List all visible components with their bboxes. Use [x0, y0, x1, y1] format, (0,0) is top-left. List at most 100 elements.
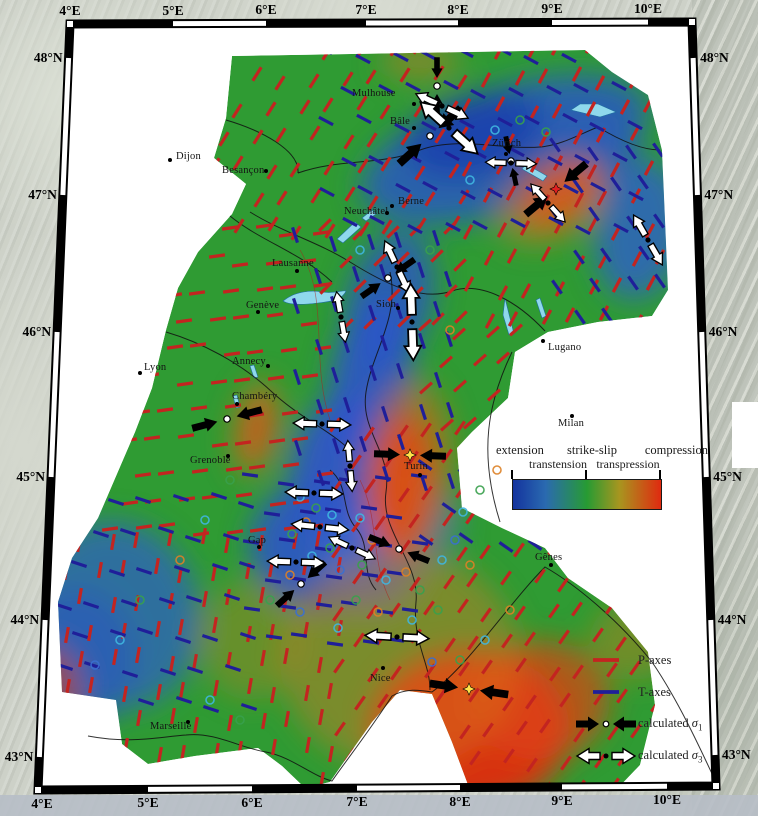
- sigma3-station: [401, 281, 423, 363]
- p-axis-dash: [282, 462, 300, 468]
- p-axis-dash: [334, 721, 346, 737]
- p-axis-dash: [516, 720, 528, 736]
- sigma3-station: [283, 484, 345, 502]
- sigma3-station: [290, 517, 350, 537]
- t-axis-dash: [589, 277, 601, 293]
- t-axis-dash: [369, 364, 377, 382]
- p-axis-dash: [339, 255, 353, 269]
- p-axis-dash: [482, 722, 494, 738]
- p-axis-dash: [222, 288, 240, 294]
- earthquake-marker: [285, 570, 295, 580]
- legend-label-extension: extension: [496, 443, 544, 457]
- p-axis-dash: [213, 679, 219, 697]
- p-axis-dash: [315, 530, 321, 548]
- frame-white-segment: [36, 619, 48, 758]
- p-axis-dash: [111, 596, 117, 614]
- p-axis-dash: [375, 567, 387, 583]
- p-axis-dash: [506, 248, 518, 264]
- p-axis-dash: [265, 260, 283, 266]
- p-axis-dash: [202, 590, 208, 608]
- tick-label-top: 8°E: [447, 1, 469, 17]
- p-axis-dash: [514, 605, 526, 621]
- t-axis-dash: [313, 479, 331, 485]
- earthquake-marker: [311, 503, 321, 513]
- t-axis-dash: [359, 435, 367, 453]
- p-axis-dash: [328, 745, 334, 763]
- station-dot: [319, 421, 325, 427]
- t-axis-dash: [394, 231, 402, 249]
- t-axis-dash: [653, 213, 665, 229]
- t-axis-dash: [612, 151, 628, 163]
- p-axis-dash: [64, 626, 70, 644]
- p-axis-dash: [588, 279, 600, 295]
- p-axis-dash: [352, 227, 366, 241]
- lake: [249, 364, 259, 379]
- city-label: Lyon: [144, 362, 167, 373]
- earthquake-marker: [225, 475, 235, 485]
- tick-label-top: 7°E: [355, 2, 377, 18]
- t-axis-dash: [360, 505, 378, 511]
- t-axis-dash: [590, 181, 606, 193]
- t-axis-dash: [108, 569, 126, 577]
- p-axis-dash: [154, 557, 160, 575]
- p-axis-dash: [462, 416, 478, 430]
- tick-label-left: 46°N: [22, 324, 52, 339]
- field-blob: [406, 92, 544, 178]
- p-axis-dash: [249, 527, 267, 533]
- p-axis-dash: [534, 568, 546, 584]
- t-axis-dash: [325, 574, 343, 580]
- p-axis-dash: [309, 125, 321, 141]
- frame-corner: [713, 783, 719, 789]
- t-axis-dash: [573, 249, 585, 265]
- earthquake-marker: [90, 660, 100, 670]
- t-axis-dash: [367, 233, 375, 251]
- p-axis-dash: [351, 517, 363, 533]
- field-blob: [496, 154, 608, 246]
- p-axis-dash: [317, 656, 323, 674]
- earthquake-marker: [295, 607, 305, 617]
- t-axis-dash: [497, 116, 513, 128]
- t-axis-dash: [459, 118, 475, 130]
- p-axis-dash: [629, 125, 641, 141]
- t-axis-dash: [563, 183, 579, 195]
- p-axis-dash: [539, 718, 551, 734]
- p-axis-dash: [594, 753, 606, 769]
- p-axis-dash: [261, 712, 267, 730]
- sigma1-station: [429, 678, 509, 700]
- p-axis-dash: [175, 318, 193, 324]
- tick-label-top: 9°E: [541, 1, 563, 17]
- t-axis-dash: [92, 530, 110, 538]
- p-axis-dash: [300, 321, 318, 327]
- t-axis-dash: [368, 304, 376, 322]
- p-axis-dash: [280, 347, 298, 353]
- p-axis-dash: [223, 351, 241, 357]
- t-axis-dash: [575, 224, 591, 236]
- p-axis-dash: [480, 607, 492, 623]
- p-axis-dash: [456, 74, 468, 90]
- p-axis-dash: [191, 468, 209, 474]
- p-axis-dash: [88, 676, 94, 694]
- t-axis-dash: [224, 664, 242, 672]
- p-axis-dash: [110, 533, 116, 551]
- earthquake-marker: [235, 715, 245, 725]
- p-axis-dash: [644, 223, 656, 239]
- tick-label-bottom: 7°E: [346, 794, 368, 810]
- earthquake-marker: [465, 175, 475, 185]
- p-axis-dash: [611, 277, 623, 293]
- p-axis-dash: [452, 379, 468, 393]
- colorbar-tick-left: [511, 470, 513, 479]
- sigma3-station: [484, 155, 538, 171]
- p-axis-dash: [190, 405, 208, 411]
- t-axis-dash: [83, 661, 101, 669]
- p-axis-dash: [260, 649, 266, 667]
- p-axis-dash: [267, 375, 285, 381]
- p-axis-dash: [528, 105, 540, 121]
- p-axis-dash: [169, 655, 175, 673]
- p-axis-dash: [444, 284, 458, 298]
- station-dot: [349, 545, 355, 551]
- t-axis-dash: [432, 229, 440, 247]
- city-label: Mulhouse: [352, 88, 396, 99]
- t-axis-dash: [549, 137, 561, 153]
- t-axis-dash: [613, 222, 629, 234]
